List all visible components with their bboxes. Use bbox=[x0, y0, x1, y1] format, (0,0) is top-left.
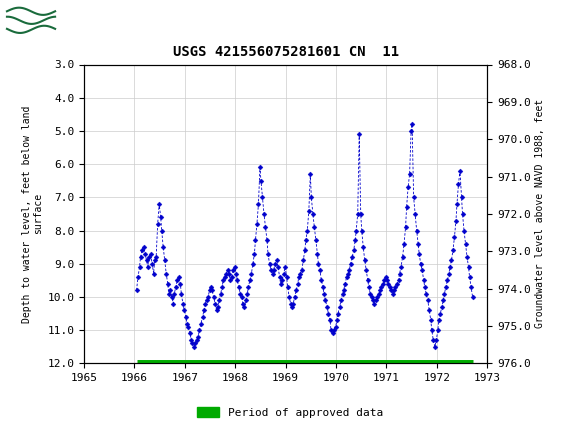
Text: USGS: USGS bbox=[67, 14, 122, 31]
Legend: Period of approved data: Period of approved data bbox=[193, 403, 387, 422]
Bar bbox=[6, 4, 58, 41]
Title: USGS 421556075281601 CN  11: USGS 421556075281601 CN 11 bbox=[173, 45, 398, 59]
Y-axis label: Groundwater level above NAVD 1988, feet: Groundwater level above NAVD 1988, feet bbox=[535, 99, 545, 329]
Y-axis label: Depth to water level, feet below land
surface: Depth to water level, feet below land su… bbox=[21, 105, 44, 322]
